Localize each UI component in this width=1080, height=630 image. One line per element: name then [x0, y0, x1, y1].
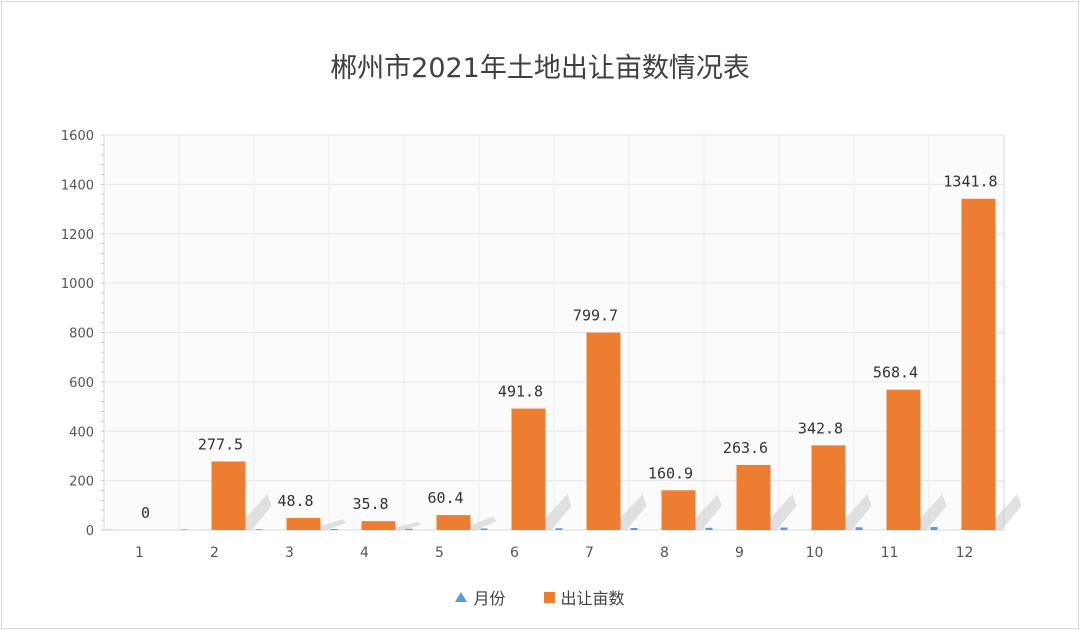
y-tick-label: 1000 — [61, 277, 94, 292]
area-bar[interactable] — [586, 332, 621, 530]
bar-shadow — [995, 494, 1022, 530]
legend-label-area: 出让亩数 — [560, 589, 625, 608]
y-tick-label: 600 — [69, 376, 94, 391]
bar-shadow — [845, 494, 872, 530]
month-bar[interactable] — [330, 529, 338, 530]
y-tick-label: 1400 — [61, 178, 94, 193]
data-label: 35.8 — [352, 495, 388, 513]
area-bar[interactable] — [436, 515, 471, 530]
month-bar[interactable] — [780, 527, 788, 530]
legend-item-month[interactable]: 月份 — [455, 585, 506, 609]
bar-shadow — [245, 494, 272, 530]
data-label: 799.7 — [573, 307, 618, 325]
month-bar[interactable] — [630, 528, 638, 530]
x-tick-label: 6 — [510, 545, 519, 561]
month-bar[interactable] — [480, 528, 488, 530]
month-bar[interactable] — [705, 527, 713, 530]
area-bar[interactable] — [511, 408, 546, 530]
area-bar[interactable] — [661, 490, 696, 530]
x-tick-label: 4 — [360, 545, 369, 561]
x-tick-label: 8 — [660, 545, 669, 561]
square-icon — [543, 591, 555, 603]
bar-shadow — [470, 516, 497, 530]
x-tick-label: 3 — [285, 545, 294, 561]
month-bar[interactable] — [855, 527, 863, 530]
y-tick-label: 1600 — [61, 129, 94, 144]
area-bar[interactable] — [286, 517, 321, 530]
x-tick-label: 5 — [435, 545, 444, 561]
bar-shadow — [395, 522, 422, 530]
legend-item-area[interactable]: 出让亩数 — [543, 585, 625, 609]
x-tick-label: 2 — [210, 545, 219, 561]
area-bar[interactable] — [211, 461, 246, 530]
data-label: 491.8 — [498, 383, 543, 401]
data-label: 263.6 — [723, 439, 768, 457]
data-label: 342.8 — [798, 419, 843, 437]
data-label: 160.9 — [648, 464, 693, 482]
month-bar[interactable] — [555, 528, 563, 530]
x-tick-label: 7 — [585, 545, 594, 561]
bar-shadow — [320, 519, 347, 530]
y-tick-label: 1200 — [61, 228, 94, 243]
bar-shadow — [920, 494, 947, 530]
bar-shadow — [695, 494, 722, 530]
month-bar[interactable] — [930, 527, 938, 530]
data-label: 0 — [141, 504, 150, 522]
data-label: 277.5 — [198, 435, 243, 453]
bar-shadow — [545, 494, 572, 530]
data-label: 48.8 — [277, 492, 313, 510]
month-bar[interactable] — [405, 528, 413, 530]
legend: 月份 出让亩数 — [0, 585, 1080, 609]
data-label: 1341.8 — [943, 173, 997, 191]
x-tick-label: 10 — [806, 545, 824, 561]
legend-label-month: 月份 — [473, 589, 506, 608]
triangle-icon — [455, 592, 468, 602]
area-bar[interactable] — [811, 445, 846, 530]
y-tick-label: 0 — [86, 524, 94, 539]
month-bar[interactable] — [255, 529, 263, 530]
x-tick-label: 12 — [956, 545, 974, 561]
y-tick-label: 800 — [69, 327, 94, 342]
x-tick-label: 9 — [735, 545, 744, 561]
x-tick-label: 1 — [135, 545, 144, 561]
bar-shadow — [770, 494, 797, 530]
y-tick-label: 400 — [69, 425, 94, 440]
data-label: 568.4 — [873, 364, 918, 382]
data-label: 60.4 — [427, 489, 463, 507]
area-bar[interactable] — [961, 198, 996, 531]
area-bar[interactable] — [886, 389, 921, 530]
bar-shadow — [620, 494, 647, 530]
area-bar[interactable] — [361, 521, 396, 530]
chart-title: 郴州市2021年土地出让亩数情况表 — [330, 53, 750, 84]
y-tick-label: 200 — [69, 475, 94, 490]
area-bar[interactable] — [736, 464, 771, 530]
x-tick-label: 11 — [881, 545, 899, 561]
